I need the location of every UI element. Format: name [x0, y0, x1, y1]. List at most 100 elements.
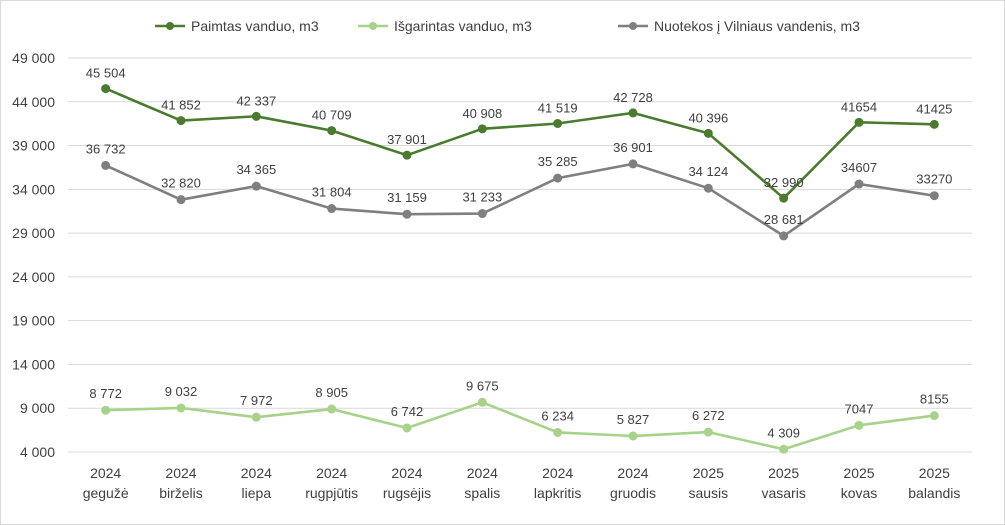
data-label: 9 032: [165, 384, 198, 399]
x-tick-label-year: 2024: [542, 465, 573, 481]
data-label: 40 709: [312, 108, 352, 123]
data-point: [628, 431, 638, 441]
data-label: 34 365: [236, 162, 276, 177]
y-tick-label: 19 000: [12, 313, 55, 329]
data-point: [628, 159, 638, 169]
data-point: [251, 181, 261, 191]
x-tick-label-month: spalis: [464, 485, 500, 501]
data-label: 28 681: [764, 212, 804, 227]
data-point: [477, 124, 487, 134]
x-tick-label-year: 2024: [90, 465, 121, 481]
data-label: 40 908: [462, 106, 502, 121]
x-tick-label-month: vasaris: [761, 485, 805, 501]
data-label: 41 852: [161, 98, 201, 113]
data-label: 5 827: [617, 412, 650, 427]
data-point: [327, 126, 337, 136]
data-point: [553, 173, 563, 183]
data-label: 36 901: [613, 140, 653, 155]
y-tick-label: 9 000: [20, 400, 55, 416]
y-tick-label: 49 000: [12, 50, 55, 66]
data-point: [929, 191, 939, 201]
data-label: 42 337: [236, 93, 276, 108]
x-tick-label-month: rugpjūtis: [305, 485, 358, 501]
data-label: 45 504: [86, 66, 126, 81]
data-point: [854, 179, 864, 189]
y-tick-label: 39 000: [12, 138, 55, 154]
legend-swatch-marker: [369, 22, 377, 30]
data-label: 41 519: [538, 101, 578, 116]
y-tick-label: 34 000: [12, 181, 55, 197]
data-point: [327, 204, 337, 214]
x-tick-label-month: gegužė: [83, 485, 129, 501]
data-label: 34607: [841, 160, 877, 175]
data-label: 6 272: [692, 408, 725, 423]
x-tick-label-year: 2024: [391, 465, 422, 481]
x-tick-label-month: kovas: [841, 485, 878, 501]
legend-label: Paimtas vanduo, m3: [191, 18, 319, 34]
data-label: 42 728: [613, 90, 653, 105]
data-point: [101, 405, 111, 415]
data-point: [929, 411, 939, 421]
series-line: [105, 162, 935, 238]
x-tick-label-month: balandis: [908, 485, 960, 501]
x-tick-label-month: gruodis: [610, 485, 656, 501]
x-tick-label-month: birželis: [159, 485, 203, 501]
data-point: [327, 404, 337, 414]
data-label: 6 234: [541, 408, 574, 423]
x-tick-label-year: 2024: [617, 465, 648, 481]
series-line: [105, 400, 935, 451]
data-label: 32 820: [161, 176, 201, 191]
data-point: [402, 423, 412, 433]
data-label: 6 742: [391, 404, 424, 419]
data-label: 41425: [916, 101, 952, 116]
data-point: [854, 117, 864, 127]
data-label: 7 972: [240, 393, 273, 408]
data-point: [779, 193, 789, 203]
x-tick-label-year: 2024: [165, 465, 196, 481]
data-label: 4 309: [767, 425, 800, 440]
data-label: 41654: [841, 99, 877, 114]
data-label: 37 901: [387, 132, 427, 147]
data-label: 33270: [916, 172, 952, 187]
data-point: [929, 119, 939, 129]
data-point: [477, 397, 487, 407]
y-tick-label: 44 000: [12, 94, 55, 110]
data-label: 36 732: [86, 141, 126, 156]
x-tick-label-year: 2024: [467, 465, 498, 481]
x-tick-label-year: 2025: [919, 465, 950, 481]
data-label: 35 285: [538, 154, 578, 169]
data-label: 8 772: [89, 386, 122, 401]
data-point: [779, 444, 789, 454]
x-tick-label-year: 2024: [316, 465, 347, 481]
legend-swatch-marker: [629, 22, 637, 30]
y-tick-label: 14 000: [12, 356, 55, 372]
data-point: [101, 84, 111, 94]
data-label: 34 124: [688, 164, 728, 179]
data-label: 9 675: [466, 378, 499, 393]
x-tick-label-year: 2025: [693, 465, 724, 481]
data-label: 40 396: [688, 110, 728, 125]
data-point: [251, 412, 261, 422]
x-tick-label-year: 2025: [843, 465, 874, 481]
data-point: [402, 150, 412, 160]
series-line: [105, 87, 935, 200]
legend-swatch-marker: [166, 22, 174, 30]
legend-label: Nuotekos į Vilniaus vandenis, m3: [654, 18, 860, 34]
data-point: [477, 209, 487, 219]
legend-label: Išgarintas vanduo, m3: [394, 18, 532, 34]
data-point: [176, 116, 186, 126]
x-tick-label-year: 2024: [241, 465, 272, 481]
data-label: 32 990: [764, 175, 804, 190]
y-tick-label: 4 000: [20, 444, 55, 460]
x-tick-label-month: liepa: [242, 485, 272, 501]
data-point: [101, 160, 111, 170]
data-point: [779, 231, 789, 241]
data-label: 8155: [920, 392, 949, 407]
x-tick-label-month: rugsėjis: [383, 485, 431, 501]
x-tick-label-month: sausis: [688, 485, 728, 501]
data-point: [703, 183, 713, 193]
data-point: [628, 108, 638, 118]
data-point: [251, 111, 261, 121]
data-point: [176, 403, 186, 413]
